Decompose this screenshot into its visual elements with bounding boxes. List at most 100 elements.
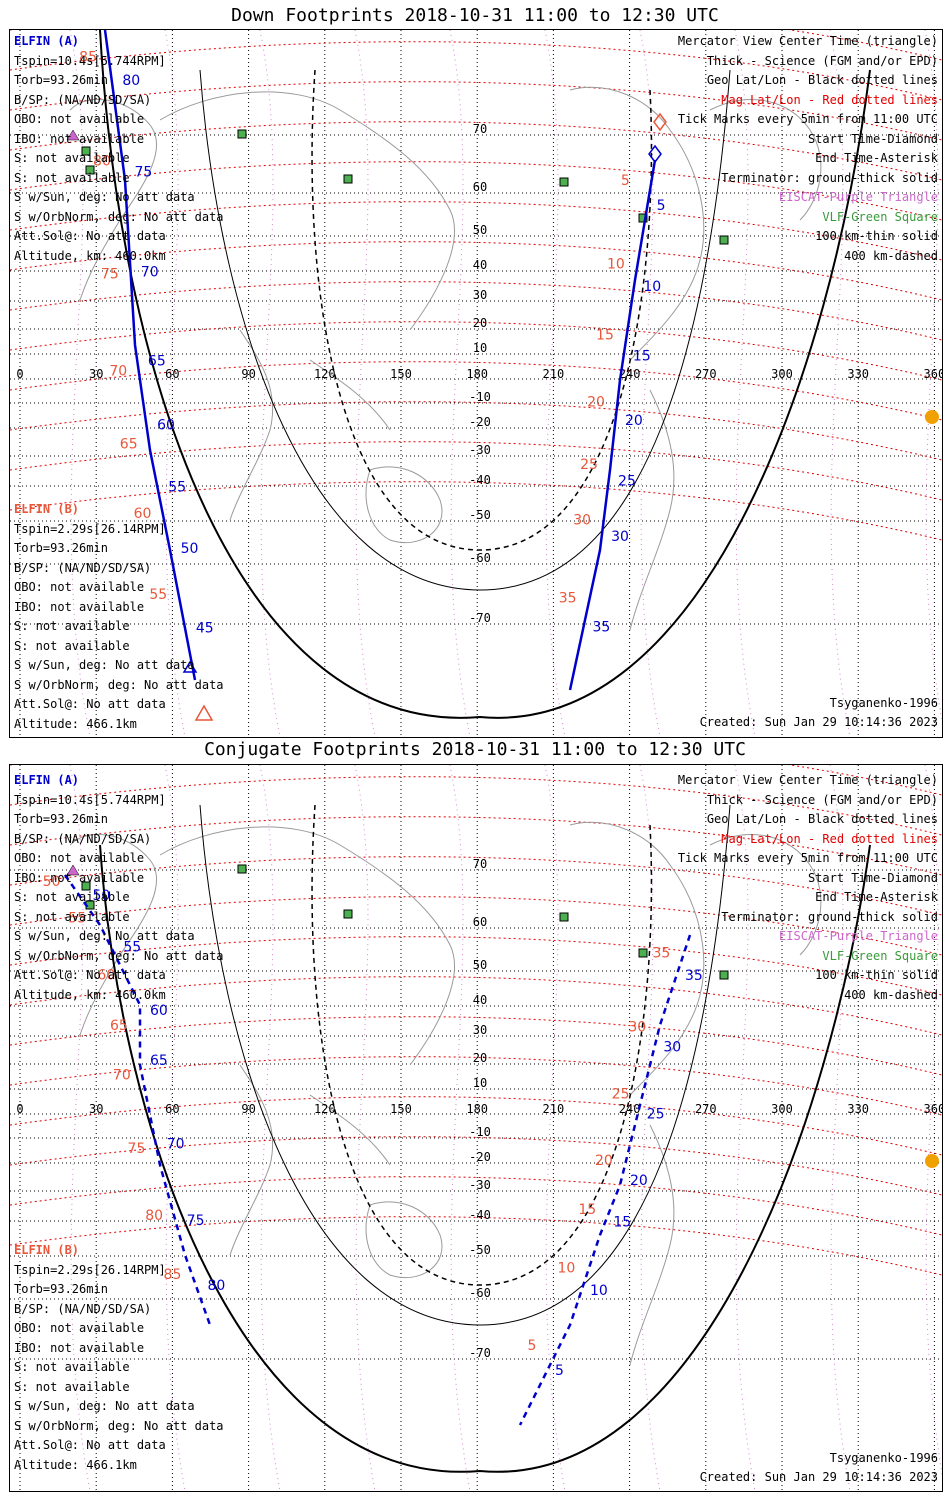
info-line: Tspin=10.4s[5.744RPM] (14, 53, 166, 68)
latitude-tick-label: 20 (473, 1051, 487, 1065)
longitude-tick-label: 30 (89, 1102, 103, 1116)
elfin-b-info: ELFIN (B) Tspin=2.29s[26.14RPM] Torb=93.… (14, 1241, 224, 1475)
longitude-tick-label: 90 (241, 1102, 255, 1116)
info-line: Altitude: 466.1km (14, 1457, 137, 1472)
info-line: Att.Sol@: No att data (14, 229, 166, 243)
info-line: S w/Sun, deg: No att data (14, 929, 195, 943)
latitude-tick-label: 60 (473, 180, 487, 194)
longitude-tick-label: 360 (924, 367, 942, 381)
vlf-station-marker (559, 912, 569, 922)
track-tick-label: 65 (120, 437, 138, 453)
legend-item: Start Time-Diamond (807, 870, 938, 885)
info-line: OBO: not available (14, 1321, 145, 1335)
track-tick-label: 80 (208, 1278, 226, 1294)
longitude-tick-label: 300 (771, 1102, 793, 1116)
info-line: S w/Sun, deg: No att data (14, 658, 195, 672)
legend-item: EISCAT-Purple Triangle (779, 929, 938, 943)
track-tick-label: 15 (613, 1215, 631, 1231)
mag-longitude-line (354, 765, 376, 1491)
elfin-b-track (518, 934, 692, 1426)
info-line: S w/OrbNorm, deg: No att data (14, 948, 224, 963)
track-tick-label: 50 (93, 888, 111, 904)
track-tick-label: 60 (97, 968, 115, 984)
latitude-tick-label: -70 (469, 611, 491, 625)
track-tick-label: 35 (559, 591, 577, 607)
longitude-tick-label: 90 (241, 367, 255, 381)
mag-latitude-line (10, 241, 942, 301)
track-tick-label: 70 (109, 364, 127, 380)
latitude-tick-label: 10 (473, 1076, 487, 1090)
created-timestamp: Created: Sun Jan 29 10:14:36 2023 (699, 715, 938, 729)
info-line: S w/Sun, deg: No att data (14, 1399, 195, 1413)
model-credit: Tsyganenko-1996 Created: Sun Jan 29 10:1… (700, 1449, 938, 1487)
mag-latitude-line (10, 321, 942, 381)
track-tick-label: 70 (167, 1136, 185, 1152)
info-line: IBO: not available (14, 870, 145, 885)
coastline (569, 86, 705, 361)
longitude-tick-label: 210 (543, 367, 565, 381)
info-line: IBO: not available (14, 599, 145, 614)
info-line: B/SP: (NA/ND/SD/SA) (14, 92, 152, 107)
info-line: S: not available (14, 909, 130, 924)
track-tick-label: 55 (68, 911, 86, 927)
track-tick-label: 30 (663, 1040, 681, 1056)
vlf-station-marker (237, 864, 247, 874)
latitude-tick-label: 50 (473, 223, 487, 237)
latitude-tick-label: -70 (469, 1346, 491, 1360)
longitude-tick-label: 180 (466, 367, 488, 381)
mag-longitude-line (924, 765, 942, 1477)
eiscat-marker (66, 864, 80, 876)
track-tick-label: 75 (101, 267, 119, 283)
longitude-tick-label: 30 (89, 367, 103, 381)
mag-longitude-line (164, 765, 186, 1491)
terminator-ground (99, 844, 871, 1473)
info-line: Att.Sol@: No att data (14, 697, 166, 711)
info-line: Altitude: 466.1km (14, 716, 137, 731)
track-tick-label: 15 (596, 328, 614, 344)
track-tick-label: 30 (628, 1020, 646, 1036)
latitude-tick-label: -30 (469, 443, 491, 457)
mag-latitude-line (10, 856, 942, 916)
track-tick-label: 30 (611, 529, 629, 545)
track-tick-label: 20 (630, 1173, 648, 1189)
legend-item: 100 km-thin solid (815, 968, 938, 982)
mag-latitude-line (10, 1176, 942, 1236)
info-line: IBO: not available (14, 1340, 145, 1355)
coastline (69, 833, 157, 1036)
track-tick-label: 85 (79, 49, 97, 65)
mag-longitude-line (639, 765, 661, 1491)
mag-latitude-line (10, 481, 942, 541)
track-tick-label: 5 (528, 1338, 537, 1354)
terminator-400km (311, 69, 653, 551)
mag-latitude-line (10, 816, 942, 876)
elfin-b-track (568, 159, 657, 691)
coastline (365, 466, 443, 544)
coastline (709, 99, 822, 221)
track-tick-label: 10 (643, 279, 661, 295)
track-tick-label: 55 (168, 479, 186, 495)
longitude-tick-label: 240 (619, 367, 641, 381)
latitude-tick-label: 30 (473, 1023, 487, 1037)
info-line: Altitude, km: 460.0km (14, 987, 166, 1002)
elfin-b-info: ELFIN (B) Tspin=2.29s[26.14RPM] Torb=93.… (14, 500, 224, 734)
mag-longitude-line (829, 765, 851, 1491)
longitude-tick-label: 120 (314, 367, 336, 381)
latitude-tick-label: 30 (473, 288, 487, 302)
coastline (629, 389, 675, 631)
terminator-ground (99, 30, 871, 719)
legend-item: Start Time-Diamond (807, 131, 938, 146)
info-line: S: not available (14, 151, 130, 165)
coastline (229, 1064, 274, 1256)
legend-item: Geo Lat/Lon - Black dotted lines (706, 73, 938, 87)
terminator-400km (311, 804, 653, 1286)
track-tick-label: 5 (621, 173, 630, 189)
vlf-station-marker (719, 970, 729, 980)
mag-longitude-line (449, 765, 471, 1491)
center-time-triangle (182, 660, 198, 673)
model-credit: Tsyganenko-1996 Created: Sun Jan 29 10:1… (700, 694, 938, 732)
track-tick-label: 5 (555, 1363, 564, 1379)
latitude-tick-label: 70 (473, 122, 487, 136)
info-line: Torb=93.26min (14, 1282, 108, 1296)
info-line: Torb=93.26min (14, 541, 108, 555)
elfin-b-name: ELFIN (B) (14, 502, 80, 516)
